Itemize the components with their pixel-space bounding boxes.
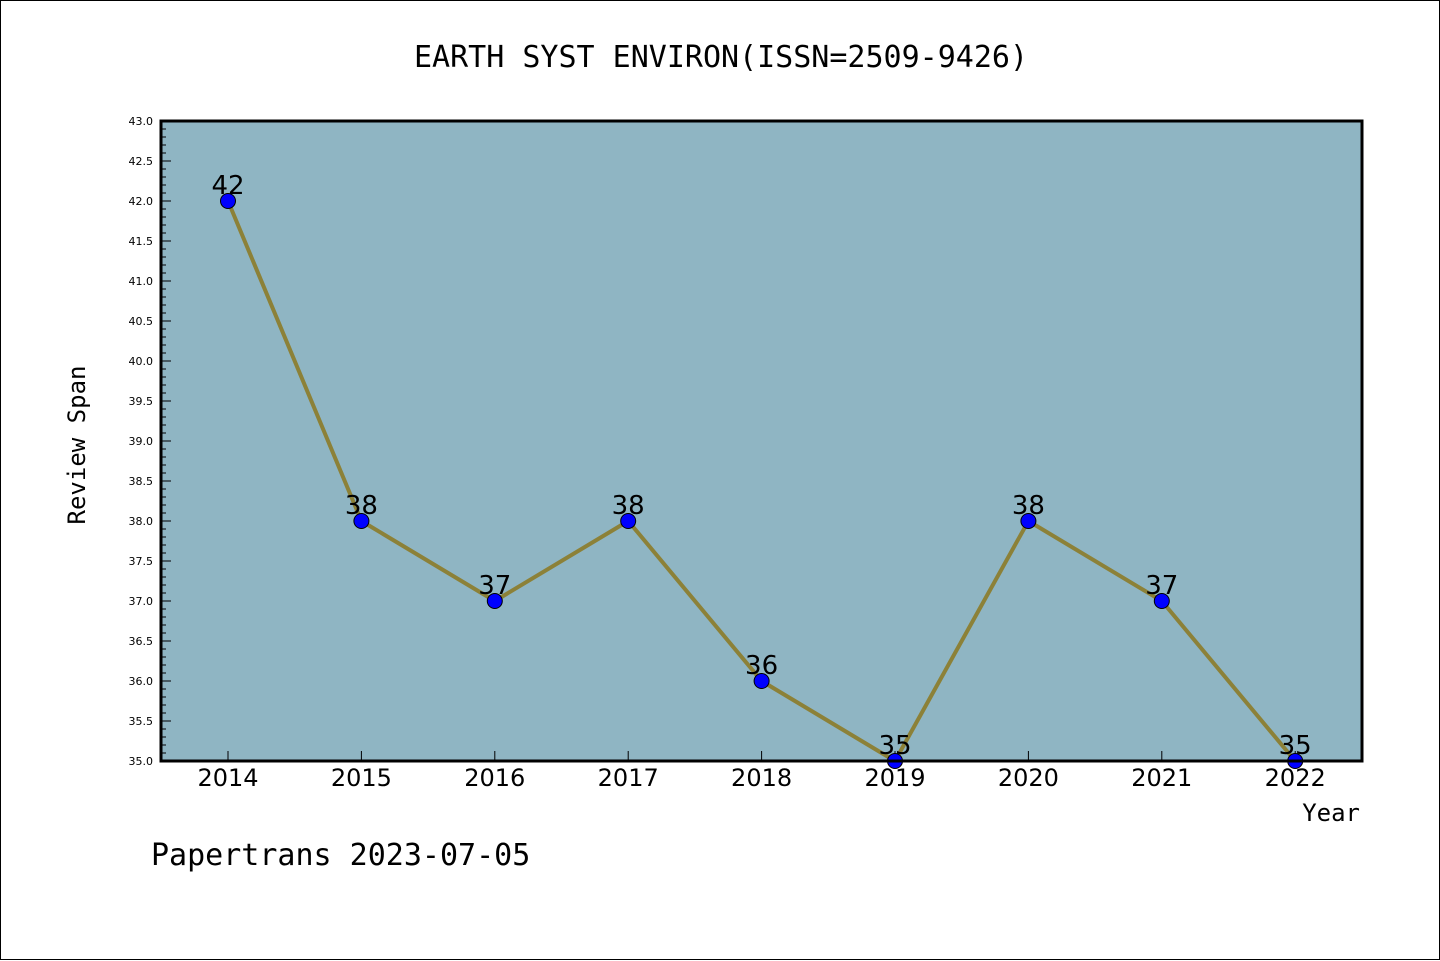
data-label: 42 — [211, 171, 244, 201]
x-tick-label: 2020 — [998, 764, 1059, 792]
x-tick-label: 2021 — [1131, 764, 1192, 792]
y-tick-label: 42.0 — [129, 195, 154, 208]
data-label: 38 — [1012, 491, 1045, 521]
data-labels: 42 38 37 38 36 35 38 37 35 — [211, 171, 1311, 761]
y-tick-label: 43.0 — [129, 115, 154, 128]
footer-date-stamp: Papertrans 2023-07-05 — [151, 838, 530, 873]
y-tick-label: 37.0 — [129, 595, 154, 608]
y-axis-label: Review Span — [63, 366, 91, 525]
y-tick-label: 39.0 — [129, 435, 154, 448]
y-tick-label: 36.5 — [129, 635, 154, 648]
data-point — [753, 673, 770, 689]
data-point — [1020, 513, 1037, 529]
data-point — [220, 193, 236, 209]
y-tick-label: 41.0 — [129, 275, 154, 288]
data-label: 37 — [478, 571, 511, 601]
data-point — [620, 513, 637, 529]
data-label: 36 — [745, 651, 778, 681]
y-tick-label: 35.5 — [129, 715, 154, 728]
data-point — [1153, 593, 1170, 609]
plot-area — [161, 121, 1362, 761]
data-label: 35 — [878, 731, 911, 761]
y-tick-label: 38.5 — [129, 475, 154, 488]
x-axis-label: Year — [1302, 799, 1360, 827]
plot-frame — [159, 119, 1364, 763]
y-tick-label: 38.0 — [129, 515, 154, 528]
y-tick-label: 35.0 — [129, 755, 154, 768]
data-label: 35 — [1279, 731, 1312, 761]
x-tick-label: 2014 — [197, 764, 258, 792]
y-tick-label: 39.5 — [129, 395, 154, 408]
y-tick-label: 40.5 — [129, 315, 154, 328]
data-label: 38 — [345, 491, 378, 521]
data-label: 37 — [1145, 571, 1178, 601]
x-tick-label: 2016 — [464, 764, 525, 792]
y-tick-label: 40.0 — [129, 355, 154, 368]
y-tick-label: 41.5 — [129, 235, 154, 248]
data-label: 38 — [612, 491, 645, 521]
y-tick-label: 37.5 — [129, 555, 154, 568]
data-point — [353, 513, 370, 529]
data-point — [486, 593, 503, 609]
x-axis-ticks: 2014 2015 2016 2017 2018 2019 2020 2021 2022 — [197, 751, 1326, 792]
y-axis-ticks: 35.0 35.5 36.0 36.5 37.0 37.5 38.0 38.5 39.0 39.5… — [129, 115, 171, 768]
y-tick-label: 36.0 — [129, 675, 154, 688]
x-tick-label: 2018 — [731, 764, 792, 792]
y-tick-label: 42.5 — [129, 155, 154, 168]
x-tick-label: 2017 — [598, 764, 659, 792]
x-tick-label: 2015 — [331, 764, 392, 792]
chart-title: EARTH SYST ENVIRON(ISSN=2509-9426) — [414, 40, 1028, 75]
